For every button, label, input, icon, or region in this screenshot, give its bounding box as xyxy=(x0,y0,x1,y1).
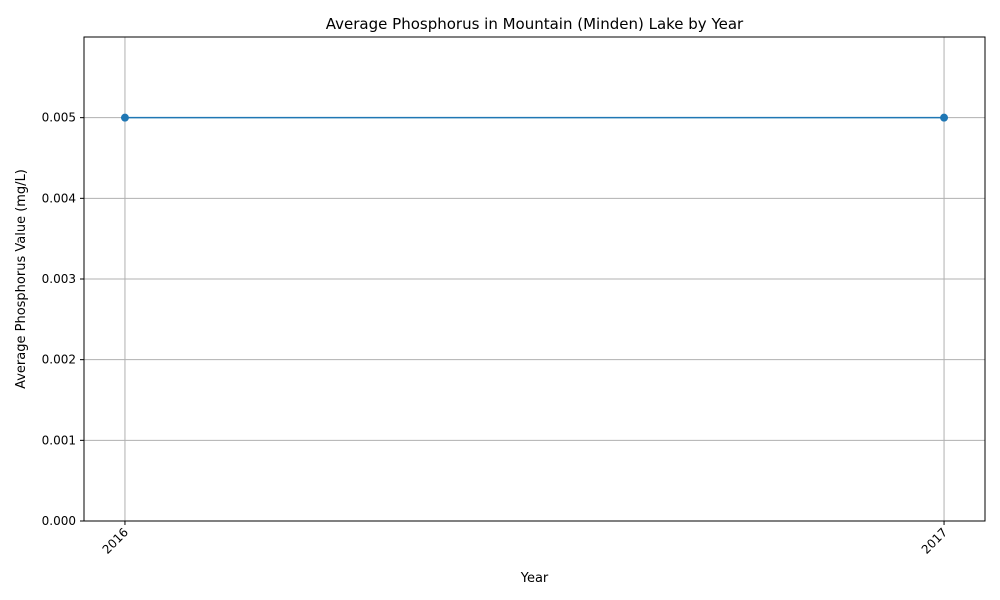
y-tick-label: 0.000 xyxy=(42,514,76,528)
y-tick-label: 0.004 xyxy=(42,191,76,205)
x-axis-label: Year xyxy=(520,571,549,586)
series-layer xyxy=(120,113,949,122)
data-point-marker xyxy=(940,113,949,122)
y-tick-label: 0.005 xyxy=(42,111,76,125)
grid-layer xyxy=(84,37,985,522)
y-tick-label: 0.003 xyxy=(42,272,76,286)
chart-title: Average Phosphorus in Mountain (Minden) … xyxy=(326,15,744,33)
data-point-marker xyxy=(120,113,129,122)
y-axis-label: Average Phosphorus Value (mg/L) xyxy=(14,169,29,389)
tick-layer: 0.000 0.001 0.002 0.003 0.004 0.005 2016 2017 xyxy=(42,111,951,557)
y-tick-label: 0.002 xyxy=(42,353,76,367)
x-tick-label: 2017 xyxy=(919,525,950,556)
y-tick-label: 0.001 xyxy=(42,433,76,447)
x-tick-label: 2016 xyxy=(100,525,131,556)
